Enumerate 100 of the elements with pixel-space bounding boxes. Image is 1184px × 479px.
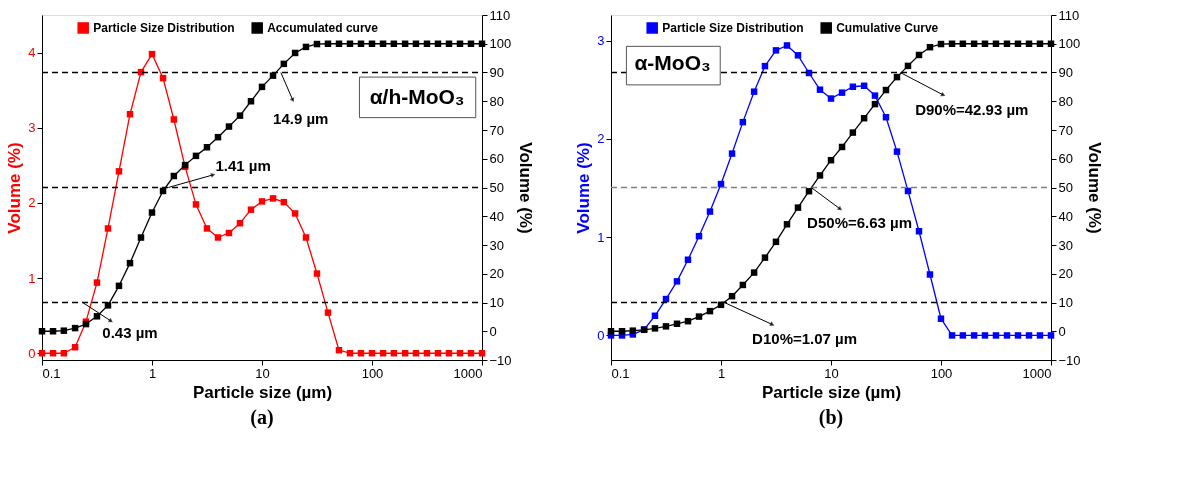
- x-tick-label: 1000: [453, 365, 483, 381]
- point: [794, 52, 802, 59]
- y2-tick-label: 0: [489, 323, 497, 339]
- y2-axis-title: Volume (%): [1084, 142, 1104, 234]
- x-tick-label: 0.1: [42, 365, 61, 381]
- y-tick-label: 4: [28, 45, 36, 61]
- y2-tick-label: 80: [1058, 93, 1073, 109]
- point: [269, 72, 277, 79]
- point: [706, 208, 714, 215]
- x-tick-label: 1: [148, 365, 157, 381]
- point: [893, 148, 901, 155]
- point: [992, 332, 1000, 339]
- point: [1047, 332, 1055, 339]
- y2-tick-label: 90: [1058, 65, 1073, 80]
- y2-tick-label: 100: [1058, 36, 1081, 52]
- point: [948, 332, 956, 339]
- y2-tick-label: 30: [1058, 237, 1073, 253]
- point: [302, 234, 310, 241]
- point: [816, 86, 824, 93]
- y2-axis-title: Volume (%): [515, 142, 535, 234]
- y2-tick-label: 60: [1058, 151, 1073, 167]
- point: [1025, 332, 1033, 339]
- annotation: α/h-MoO₃: [369, 85, 465, 109]
- point: [258, 198, 266, 205]
- point: [629, 327, 637, 334]
- point: [849, 129, 857, 136]
- point: [148, 209, 156, 216]
- x-axis-title: Particle size (µm): [761, 382, 902, 402]
- x-tick-label: 10: [824, 365, 839, 381]
- y2-tick-label: 100: [489, 36, 512, 52]
- point: [772, 47, 780, 54]
- y2-tick-label: 20: [489, 266, 504, 282]
- point: [236, 112, 244, 119]
- x-tick-label: 0.1: [611, 365, 630, 381]
- point: [937, 315, 945, 322]
- point: [324, 309, 332, 316]
- y2-tick-label: 10: [1058, 295, 1073, 310]
- text: (b): [818, 406, 844, 429]
- y2-tick-label: 60: [489, 151, 504, 167]
- point: [970, 332, 978, 339]
- point: [203, 225, 211, 232]
- point: [104, 225, 112, 232]
- point: [60, 327, 68, 334]
- point: [959, 332, 967, 339]
- y2-tick-label: 50: [489, 180, 504, 195]
- y-axis-title: Volume (%): [5, 142, 25, 234]
- point: [313, 270, 321, 277]
- point: [662, 323, 670, 330]
- point: [1014, 332, 1022, 339]
- legend-label: Cumulative Curve: [836, 20, 939, 35]
- y2-tick-label: 30: [489, 237, 504, 253]
- annotation: D50%=6.63 µm: [807, 214, 913, 232]
- annotation: D90%=42.93 µm: [915, 100, 1029, 118]
- point: [981, 332, 989, 339]
- point: [247, 206, 255, 213]
- y2-tick-label: 40: [489, 208, 504, 224]
- y-tick-label: 0: [28, 345, 36, 361]
- legend-label: Particle Size Distribution: [662, 20, 804, 35]
- point: [170, 116, 178, 123]
- point: [104, 302, 112, 309]
- y2-tick-label: 110: [489, 7, 511, 23]
- point: [1003, 332, 1011, 339]
- y-tick-label: 3: [28, 120, 36, 136]
- y2-tick-label: 110: [1058, 7, 1080, 23]
- x-tick-label: 1000: [1022, 365, 1052, 381]
- point: [291, 210, 299, 217]
- point: [93, 313, 101, 320]
- y-tick-label: 2: [597, 131, 605, 147]
- y-tick-label: 0: [597, 327, 605, 343]
- annotation: 0.43 µm: [102, 324, 158, 342]
- annotation: α-MoO₃: [634, 50, 711, 74]
- x-tick-label: 10: [255, 365, 270, 381]
- y-tick-label: 2: [28, 195, 36, 211]
- legend-label: Accumulated curve: [267, 20, 379, 35]
- point: [1036, 332, 1044, 339]
- y2-tick-label: 80: [489, 93, 504, 109]
- y2-tick-label: 0: [1058, 323, 1066, 339]
- point: [192, 201, 200, 208]
- y2-tick-label: −10: [489, 352, 512, 368]
- y2-tick-label: 10: [489, 295, 504, 310]
- point: [871, 92, 879, 99]
- point: [225, 123, 233, 130]
- point: [137, 234, 145, 241]
- point: [695, 313, 703, 320]
- x-tick-label: 1: [717, 365, 726, 381]
- y-axis-title: Volume (%): [574, 142, 594, 234]
- annotation: D10%=1.07 µm: [752, 330, 858, 348]
- point: [794, 204, 802, 211]
- point: [269, 195, 277, 202]
- x-axis-title: Particle size (µm): [192, 382, 333, 402]
- y-tick-label: 1: [597, 229, 605, 245]
- point: [783, 42, 791, 49]
- point: [750, 88, 758, 95]
- y2-tick-label: 40: [1058, 208, 1073, 224]
- point: [838, 89, 846, 96]
- y2-tick-label: 70: [489, 122, 504, 138]
- point: [115, 168, 123, 175]
- annotation: 1.41 µm: [215, 157, 271, 175]
- y2-tick-label: 70: [1058, 122, 1073, 138]
- point: [673, 278, 681, 285]
